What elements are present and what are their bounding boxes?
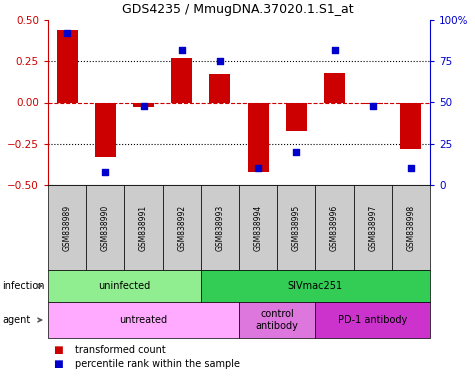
Bar bbox=[171, 58, 192, 103]
Text: GSM838991: GSM838991 bbox=[139, 204, 148, 251]
Point bbox=[102, 169, 109, 175]
Point bbox=[369, 103, 377, 109]
Point bbox=[63, 30, 71, 36]
Text: GSM838994: GSM838994 bbox=[254, 204, 263, 251]
Text: ■: ■ bbox=[53, 345, 63, 355]
Point bbox=[254, 166, 262, 172]
Point bbox=[140, 103, 147, 109]
Point bbox=[407, 166, 415, 172]
Text: agent: agent bbox=[2, 315, 30, 325]
Bar bbox=[324, 73, 345, 103]
Point bbox=[216, 58, 224, 65]
Text: infection: infection bbox=[2, 281, 45, 291]
Point bbox=[293, 149, 300, 155]
Bar bbox=[400, 103, 421, 149]
Text: ■: ■ bbox=[53, 359, 63, 369]
Text: GSM838993: GSM838993 bbox=[215, 204, 224, 251]
Bar bbox=[362, 103, 383, 104]
Text: GSM838990: GSM838990 bbox=[101, 204, 110, 251]
Point bbox=[331, 46, 338, 53]
Text: GSM838995: GSM838995 bbox=[292, 204, 301, 251]
Text: transformed count: transformed count bbox=[75, 345, 166, 355]
Text: GSM838989: GSM838989 bbox=[63, 204, 72, 251]
Text: GDS4235 / MmugDNA.37020.1.S1_at: GDS4235 / MmugDNA.37020.1.S1_at bbox=[122, 3, 353, 17]
Text: untreated: untreated bbox=[119, 315, 168, 325]
Text: control
antibody: control antibody bbox=[256, 309, 299, 331]
Bar bbox=[95, 103, 116, 157]
Text: GSM838997: GSM838997 bbox=[368, 204, 377, 251]
Text: GSM838996: GSM838996 bbox=[330, 204, 339, 251]
Text: GSM838992: GSM838992 bbox=[177, 204, 186, 251]
Bar bbox=[133, 103, 154, 108]
Bar bbox=[209, 74, 230, 103]
Point bbox=[178, 46, 186, 53]
Bar bbox=[247, 103, 268, 172]
Text: percentile rank within the sample: percentile rank within the sample bbox=[75, 359, 240, 369]
Text: uninfected: uninfected bbox=[98, 281, 151, 291]
Text: PD-1 antibody: PD-1 antibody bbox=[338, 315, 408, 325]
Text: SIVmac251: SIVmac251 bbox=[288, 281, 343, 291]
Text: GSM838998: GSM838998 bbox=[407, 204, 416, 251]
Bar bbox=[57, 30, 77, 103]
Bar bbox=[286, 103, 307, 131]
